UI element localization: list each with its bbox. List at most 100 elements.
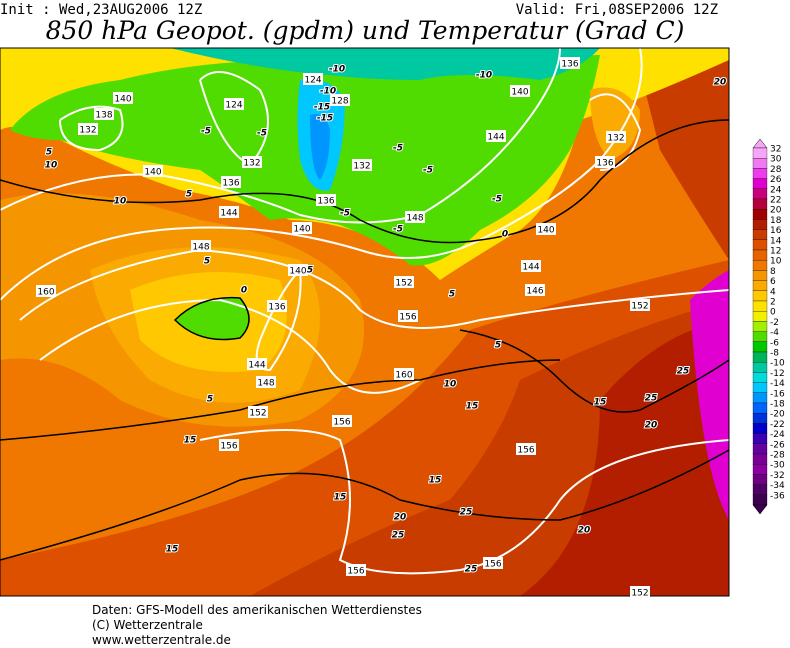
geopotential-label-box bbox=[405, 211, 425, 223]
temperature-label: 15 bbox=[166, 545, 179, 555]
colorbar-segment bbox=[752, 209, 768, 220]
temperature-label: -5 bbox=[340, 209, 350, 219]
colorbar-segment bbox=[752, 341, 768, 353]
colorbar-label: -22 bbox=[770, 420, 785, 430]
colorbar-label: 24 bbox=[770, 185, 782, 195]
geopotential-label-box bbox=[316, 194, 336, 206]
geopotential-label-box bbox=[483, 557, 503, 569]
valid-time: Valid: Fri,08SEP2006 12Z bbox=[516, 2, 718, 18]
temperature-label: 25 bbox=[645, 394, 658, 404]
temperature-label: -10 bbox=[329, 65, 345, 75]
geopotential-label-box bbox=[113, 92, 133, 104]
colorbar-segment bbox=[752, 311, 768, 322]
geopotential-label: 136 bbox=[596, 159, 613, 169]
colorbar-label: 8 bbox=[770, 267, 776, 277]
geopotential-label-box bbox=[292, 222, 312, 234]
geopotential-label: 156 bbox=[517, 446, 534, 456]
colorbar-segment bbox=[752, 239, 768, 251]
geopotential-label: 140 bbox=[511, 88, 528, 98]
geopotential-label: 156 bbox=[484, 560, 501, 570]
colorbar-label: 4 bbox=[770, 287, 776, 297]
geopotential-label: 132 bbox=[243, 159, 260, 169]
geopotential-label-box bbox=[332, 415, 352, 427]
geopotential-label: 148 bbox=[406, 214, 423, 224]
colorbar-segment bbox=[752, 300, 768, 312]
geopotential-label: 144 bbox=[522, 263, 539, 273]
geopotential-label-box bbox=[36, 285, 56, 297]
temperature-label: 15 bbox=[466, 402, 479, 412]
colorbar-segment bbox=[752, 260, 768, 271]
geopotential-label: 156 bbox=[220, 442, 237, 452]
geopotential-label-box bbox=[330, 94, 350, 106]
geopotential-label-box bbox=[219, 439, 239, 451]
temperature-label: 15 bbox=[184, 436, 197, 446]
colorbar-label: 10 bbox=[770, 257, 782, 267]
temperature-label: 15 bbox=[429, 476, 442, 486]
geopotential-label-box bbox=[525, 284, 545, 296]
geopotential-label: 144 bbox=[487, 133, 504, 143]
geopotential-label: 132 bbox=[607, 134, 624, 144]
colorbar-label: 28 bbox=[770, 165, 782, 175]
footer-line: www.wetterzentrale.de bbox=[92, 633, 231, 647]
temperature-label: 5 bbox=[307, 266, 313, 276]
geopotential-label-box bbox=[143, 165, 163, 177]
geopotential-label: 156 bbox=[333, 418, 350, 428]
footer-line: (C) Wetterzentrale bbox=[92, 618, 203, 632]
colorbar-segment bbox=[752, 392, 768, 404]
temperature-label: 15 bbox=[594, 398, 607, 408]
geopotential-label-box bbox=[536, 223, 556, 235]
geopotential-label-box bbox=[516, 443, 536, 455]
geopotential-label: 160 bbox=[37, 288, 54, 298]
colorbar-label: -24 bbox=[770, 430, 785, 440]
colorbar-label: 0 bbox=[770, 308, 776, 318]
colorbar-label: -30 bbox=[770, 461, 785, 471]
geopotential-label: 128 bbox=[331, 97, 348, 107]
colorbar-label: -10 bbox=[770, 359, 785, 369]
geopotential-label: 156 bbox=[399, 313, 416, 323]
colorbar-segment bbox=[752, 423, 768, 434]
geopotential-label-box bbox=[248, 406, 268, 418]
geopotential-label: 148 bbox=[257, 379, 274, 389]
geopotential-label-box bbox=[247, 358, 267, 370]
geopotential-label: 136 bbox=[317, 197, 334, 207]
geopotential-label-box bbox=[521, 260, 541, 272]
temperature-label: 10 bbox=[45, 161, 58, 171]
temperature-label: 0 bbox=[241, 286, 247, 296]
colorbar-label: -32 bbox=[770, 471, 785, 481]
temperature-label: 5 bbox=[204, 257, 210, 267]
colorbar-label: -2 bbox=[770, 318, 779, 328]
colorbar-arrow bbox=[752, 138, 768, 149]
geopotential-label-box bbox=[630, 299, 650, 311]
geopotential-label: 144 bbox=[248, 361, 265, 371]
geopotential-label-box bbox=[221, 176, 241, 188]
colorbar-label: -4 bbox=[770, 328, 779, 338]
geopotential-label-box bbox=[267, 300, 287, 312]
footer-line: Daten: GFS-Modell des amerikanischen Wet… bbox=[92, 603, 422, 617]
geopotential-label-box bbox=[486, 130, 506, 142]
temperature-label: 5 bbox=[449, 290, 455, 300]
geopotential-label-box bbox=[394, 276, 414, 288]
geopotential-label: 140 bbox=[144, 168, 161, 178]
geopotential-label: 140 bbox=[289, 267, 306, 277]
colorbar-segment bbox=[752, 270, 768, 281]
geopotential-label: 152 bbox=[395, 279, 412, 289]
colorbar-label: 20 bbox=[770, 206, 782, 216]
colorbar-label: 30 bbox=[770, 155, 782, 165]
colorbar-label: 18 bbox=[770, 216, 782, 226]
geopotential-label: 132 bbox=[353, 162, 370, 172]
temperature-label: -5 bbox=[492, 195, 502, 205]
geopotential-label: 136 bbox=[561, 60, 578, 70]
temperature-label: 5 bbox=[207, 395, 213, 405]
temperature-label: -5 bbox=[423, 166, 433, 176]
colorbar-segment bbox=[752, 168, 768, 179]
geopotential-label-box bbox=[510, 85, 530, 97]
geopotential-label: 140 bbox=[537, 226, 554, 236]
geopotential-label: 132 bbox=[79, 126, 96, 136]
geopotential-label: 160 bbox=[395, 371, 412, 381]
geopotential-label: 144 bbox=[220, 209, 237, 219]
temperature-label: -10 bbox=[320, 87, 336, 97]
colorbar-label: -6 bbox=[770, 338, 779, 348]
colorbar-arrow bbox=[752, 504, 768, 515]
colorbar-segment bbox=[752, 433, 768, 444]
